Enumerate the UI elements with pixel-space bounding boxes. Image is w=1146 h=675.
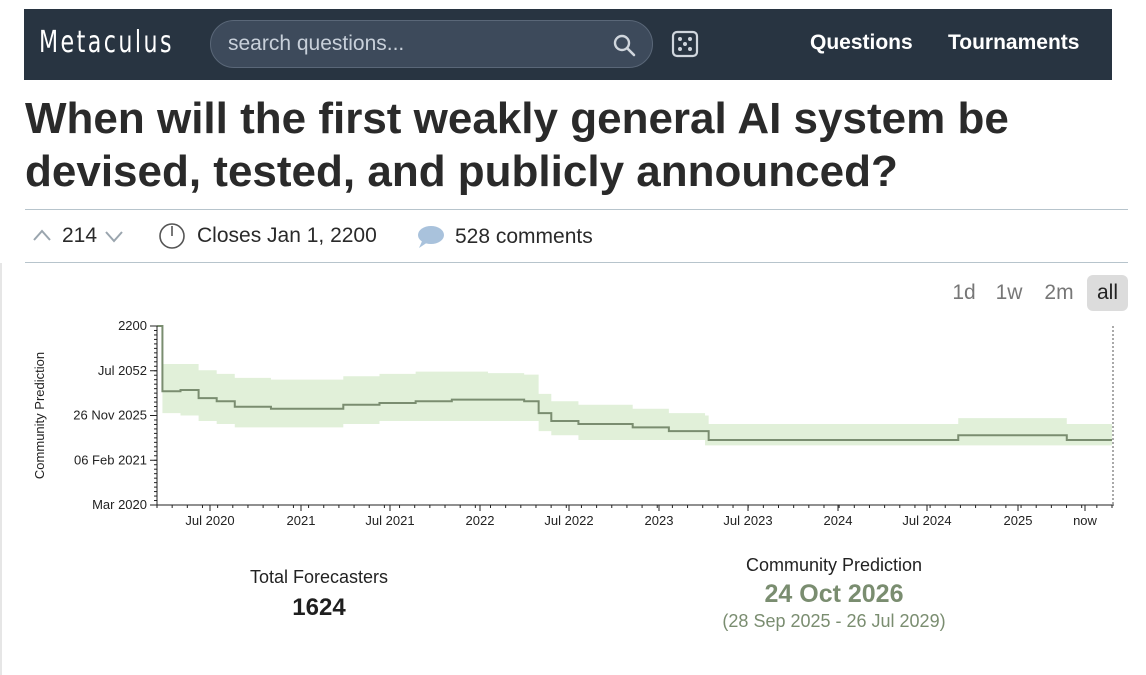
y-axis-label: Community Prediction	[32, 352, 47, 479]
x-tick-label: Jul 2022	[544, 513, 593, 528]
search-box[interactable]	[210, 20, 653, 68]
community-prediction-chart[interactable]: 2200 Jul 2052 26 Nov 2025 06 Feb 2021 Mar 20…	[30, 318, 1130, 538]
search-icon[interactable]	[612, 33, 636, 57]
community-prediction-line	[157, 325, 1112, 441]
nav-tournaments-link[interactable]: Tournaments	[948, 31, 1080, 54]
x-tick-label: 2022	[466, 513, 495, 528]
comment-bubble-icon[interactable]	[415, 224, 445, 250]
community-prediction-label: Community Prediction	[745, 555, 923, 575]
range-1w-button[interactable]: 1w	[995, 281, 1023, 304]
community-prediction-stat: Community Prediction 24 Oct 2026 (28 Sep…	[684, 555, 984, 632]
vote-count: 214	[62, 224, 98, 247]
total-forecasters-stat: Total Forecasters 1624	[219, 567, 419, 622]
left-edge-line	[0, 263, 2, 675]
random-question-dice-icon[interactable]	[671, 30, 699, 58]
search-input[interactable]	[228, 31, 598, 57]
x-tick-label: 2021	[287, 513, 316, 528]
y-tick-label: Jul 2052	[98, 363, 147, 378]
x-tick-label: 2025	[1004, 513, 1033, 528]
x-tick-label: Jul 2024	[902, 513, 951, 528]
y-tick-label: 26 Nov 2025	[73, 408, 147, 423]
community-prediction-value: 24 Oct 2026	[764, 580, 904, 608]
total-forecasters-value: 1624	[292, 594, 346, 621]
upvote-chevron-icon[interactable]	[32, 228, 52, 242]
nav-questions-link[interactable]: Questions	[810, 31, 913, 54]
range-all-button[interactable]: all	[1087, 275, 1128, 311]
question-meta-bar: 214 Closes Jan 1, 2200 528 comments	[25, 209, 1128, 263]
close-date: Closes Jan 1, 2200	[197, 224, 377, 247]
x-tick-label: 2024	[824, 513, 853, 528]
range-2m-button[interactable]: 2m	[1044, 281, 1074, 304]
x-tick-label: Jul 2020	[185, 513, 234, 528]
downvote-chevron-icon[interactable]	[104, 230, 124, 244]
y-tick-label: Mar 2020	[92, 497, 147, 512]
metaculus-logo[interactable]: Metaculus	[39, 25, 175, 60]
comments-link[interactable]: 528 comments	[455, 225, 593, 248]
prediction-interval-band	[157, 326, 1112, 446]
x-tick-label: 2023	[645, 513, 674, 528]
community-prediction-interval: (28 Sep 2025 - 26 Jul 2029)	[722, 611, 946, 631]
x-tick-label: Jul 2021	[365, 513, 414, 528]
x-tick-label: Jul 2023	[723, 513, 772, 528]
question-title: When will the first weakly general AI sy…	[25, 94, 1009, 196]
range-1d-button[interactable]: 1d	[952, 281, 976, 304]
y-tick-label: 2200	[118, 318, 147, 333]
top-navbar: Metaculus Questions Tournaments	[24, 9, 1112, 80]
x-tick-label: now	[1073, 513, 1097, 528]
clock-icon	[159, 223, 185, 249]
y-tick-label: 06 Feb 2021	[74, 452, 147, 467]
total-forecasters-label: Total Forecasters	[249, 567, 389, 587]
